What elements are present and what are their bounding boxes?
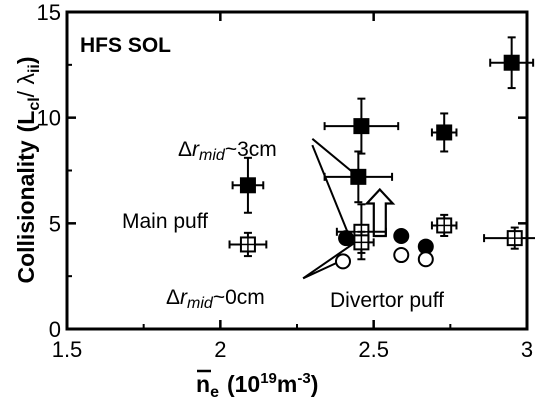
- divertor-puff-label: Divertor puff: [330, 289, 444, 312]
- x-tick-label: 2.5: [358, 337, 389, 362]
- data-point-open-circle: [417, 251, 434, 268]
- main-puff-label: Main puff: [122, 210, 208, 233]
- delta-r-mid-0cm-label: Δrmid~0cm: [166, 286, 265, 312]
- region-label: HFS SOL: [80, 34, 171, 57]
- data-point-open-circle: [335, 253, 351, 270]
- data-point-filled-square: [350, 168, 367, 185]
- data-point-filled-square: [503, 54, 520, 71]
- data-point-filled-square: [239, 177, 256, 194]
- delta-r-mid-3cm-label: Δrmid~3cm: [178, 138, 277, 164]
- x-tick-label: 3: [521, 337, 533, 362]
- plot-frame: [65, 10, 529, 331]
- x-axis-label: ne (1019m-3): [196, 370, 318, 401]
- leader-line: [311, 144, 351, 237]
- data-point-open-circle: [393, 247, 410, 264]
- y-tick-label: 5: [49, 211, 61, 236]
- data-point-filled-circle: [393, 228, 410, 245]
- y-axis-label: Collisionality(Lcl/ λii): [13, 56, 43, 283]
- chart-marks: [228, 36, 535, 280]
- data-point-filled-square: [353, 118, 370, 135]
- leader-line: [302, 239, 359, 280]
- data-point-filled-circle: [417, 238, 434, 255]
- y-tick-label: 0: [49, 317, 61, 342]
- data-point-filled-square: [436, 124, 453, 141]
- y-tick-label: 10: [37, 106, 61, 131]
- increase-arrow: [364, 187, 396, 238]
- y-tick-label: 15: [37, 0, 61, 25]
- x-tick-label: 1.5: [52, 337, 83, 362]
- axis-ticks: 1.5 2 2.5 3 0 5 10 15: [37, 0, 534, 362]
- leader-line: [302, 260, 341, 280]
- data-point-filled-circle: [338, 230, 355, 247]
- x-tick-label: 2: [214, 337, 226, 362]
